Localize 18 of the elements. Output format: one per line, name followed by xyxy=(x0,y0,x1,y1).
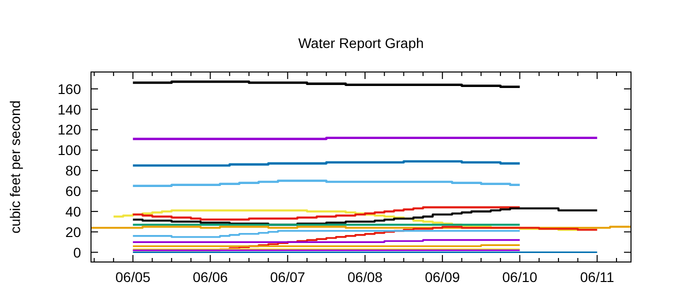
x-tick-label: 06/08 xyxy=(348,269,383,285)
y-axis-title: cubic feet per second xyxy=(7,100,23,234)
x-tick-label: 06/10 xyxy=(502,269,538,285)
x-tick-label: 06/06 xyxy=(192,269,228,285)
x-tick-label: 06/05 xyxy=(115,269,151,285)
x-tick-label: 06/07 xyxy=(270,269,306,285)
y-tick-label: 20 xyxy=(65,224,82,240)
y-tick-label: 100 xyxy=(58,142,82,158)
y-tick-label: 60 xyxy=(65,183,82,200)
chart-title: Water Report Graph xyxy=(298,35,424,51)
y-tick-label: 0 xyxy=(73,244,82,260)
y-tick-label: 140 xyxy=(58,101,82,118)
x-tick-label: 06/09 xyxy=(424,269,460,285)
y-tick-label: 120 xyxy=(58,122,82,138)
y-tick-label: 40 xyxy=(65,203,82,220)
y-tick-label: 160 xyxy=(58,80,82,97)
x-tick-label: 06/11 xyxy=(580,269,614,285)
y-tick-label: 80 xyxy=(65,162,82,179)
